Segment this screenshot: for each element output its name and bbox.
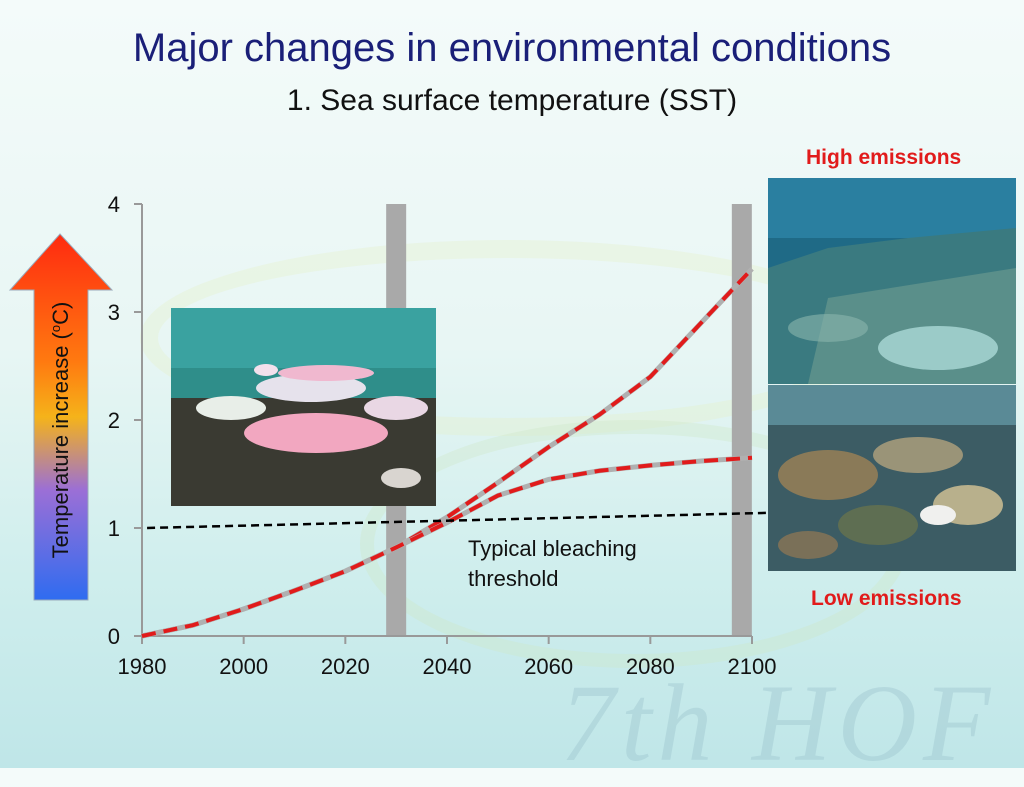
vertical-marker-2098 bbox=[731, 204, 752, 636]
series-low-emissions bbox=[141, 455, 753, 638]
series-high-emissions bbox=[141, 267, 754, 638]
x-tick-label-2060: 2060 bbox=[524, 654, 573, 679]
y-tick-label-0: 0 bbox=[108, 624, 120, 649]
bleached-coral-photo bbox=[171, 308, 436, 506]
page-title: Major changes in environmental condition… bbox=[132, 26, 892, 70]
y-tick-label-1: 1 bbox=[108, 516, 120, 541]
x-tick-label-1980: 1980 bbox=[118, 654, 167, 679]
temperature-arrow-icon bbox=[8, 232, 118, 604]
low-emissions-reef-photo bbox=[768, 385, 1016, 571]
y-tick-label-2: 2 bbox=[108, 408, 120, 433]
low-emissions-label: Low emissions bbox=[811, 587, 962, 610]
watermark: 7th HOF bbox=[560, 662, 997, 784]
x-tick-label-2080: 2080 bbox=[626, 654, 675, 679]
annotation-line-1: threshold bbox=[468, 566, 559, 591]
x-tick-label-2020: 2020 bbox=[321, 654, 370, 679]
annotation-line-0: Typical bleaching bbox=[468, 536, 637, 561]
high-emissions-reef-photo bbox=[768, 178, 1016, 384]
y-tick-label-3: 3 bbox=[108, 300, 120, 325]
x-tick-label-2100: 2100 bbox=[728, 654, 777, 679]
page-subtitle: 1. Sea surface temperature (SST) bbox=[286, 84, 738, 117]
high-emissions-label: High emissions bbox=[806, 146, 962, 169]
y-tick-label-4: 4 bbox=[108, 192, 120, 217]
x-tick-label-2040: 2040 bbox=[423, 654, 472, 679]
sst-chart: 1980 2000 2020 2040 2060 2080 2100 0 1 2 3 4 Typical… bbox=[108, 192, 777, 679]
x-tick-label-2000: 2000 bbox=[219, 654, 268, 679]
